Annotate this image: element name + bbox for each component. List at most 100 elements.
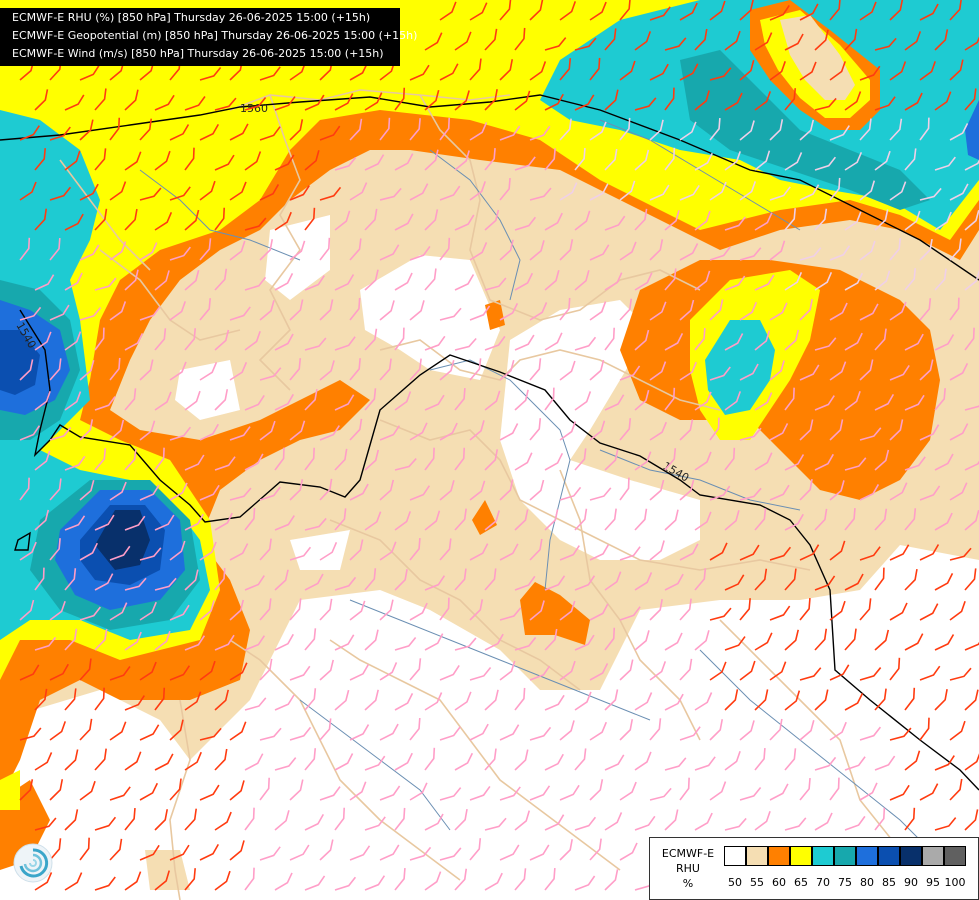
wind-barb	[799, 184, 820, 201]
wind-barb	[379, 244, 400, 261]
wind-barb	[829, 540, 846, 561]
wind-barb	[919, 117, 930, 141]
wind-barb	[154, 391, 172, 411]
wind-barb	[694, 692, 713, 711]
legend-ticks: 50 55 60 65 70 75 80 85 90 95 100	[724, 876, 979, 890]
wind-barb	[649, 540, 665, 561]
wind-barb	[859, 598, 872, 621]
wind-barb	[184, 808, 198, 831]
wind-barb	[124, 151, 142, 171]
wind-barb	[919, 3, 939, 21]
wind-barb	[124, 695, 145, 711]
wind-barb	[244, 395, 265, 411]
wind-barb	[679, 658, 693, 681]
wind-barb	[664, 809, 679, 831]
wind-barb	[709, 542, 728, 561]
wind-barb	[124, 577, 147, 591]
wind-barb	[754, 91, 772, 111]
wind-barb	[514, 810, 531, 831]
wind-barb	[244, 96, 267, 111]
wind-barb	[64, 688, 77, 711]
wind-barb	[634, 208, 648, 231]
wind-barb	[724, 750, 741, 771]
wind-barb	[274, 757, 297, 771]
wind-barb	[34, 148, 47, 171]
wind-barb	[754, 392, 773, 411]
wind-barb	[874, 807, 886, 831]
wind-barb	[934, 211, 952, 231]
wind-barb	[649, 361, 667, 381]
wind-barb	[34, 509, 50, 531]
wind-barb	[859, 484, 880, 501]
wind-barb	[904, 148, 917, 171]
wind-barb	[709, 719, 724, 741]
wind-barb	[34, 636, 57, 651]
legend-swatch	[944, 846, 966, 866]
wind-barb	[904, 31, 922, 51]
wind-barb	[274, 211, 292, 231]
wind-barb	[409, 422, 428, 441]
wind-barb	[229, 362, 248, 381]
wind-barb	[844, 332, 863, 351]
wind-barb	[724, 391, 742, 411]
wind-barb	[859, 303, 879, 321]
wind-barb	[679, 777, 690, 801]
wind-barb	[484, 89, 498, 111]
wind-barb	[634, 815, 656, 831]
wind-barb	[154, 447, 165, 471]
wind-barb	[919, 717, 930, 741]
wind-barb	[529, 358, 542, 381]
wind-barb	[634, 630, 650, 651]
wind-barb	[349, 724, 370, 741]
wind-barb	[214, 634, 235, 651]
wind-barb	[19, 237, 31, 261]
wind-barb	[619, 60, 636, 81]
wind-barb	[544, 575, 566, 591]
wind-barb	[244, 867, 255, 891]
wind-barb	[814, 156, 837, 171]
wind-barb	[874, 755, 896, 771]
wind-barb	[724, 574, 745, 591]
wind-barb	[964, 210, 979, 231]
wind-barb	[169, 778, 182, 801]
wind-barb	[109, 181, 127, 201]
wind-barb	[34, 274, 55, 291]
rhu-70-area-east	[705, 320, 775, 415]
wind-barb	[574, 94, 595, 111]
wind-barb	[664, 210, 680, 231]
wind-barb	[529, 726, 552, 741]
wind-barb	[949, 600, 966, 621]
wind-barb	[814, 337, 837, 351]
wind-barb	[604, 449, 619, 471]
wind-barb	[784, 690, 801, 711]
wind-barb	[484, 335, 506, 351]
wind-barb	[34, 390, 51, 411]
wind-barb	[124, 333, 144, 351]
wind-barb	[484, 510, 500, 531]
wind-barb	[304, 447, 315, 471]
wind-barb	[589, 838, 602, 861]
wind-barb	[214, 567, 226, 591]
wind-barb	[934, 634, 955, 651]
wind-barb	[409, 358, 422, 381]
wind-barb	[949, 720, 966, 741]
wind-barb	[619, 719, 634, 741]
wind-barb	[394, 458, 417, 471]
wind-barb	[64, 872, 83, 891]
wind-barb	[469, 543, 489, 561]
wind-barb	[559, 600, 576, 621]
wind-barb	[439, 63, 459, 81]
wind-barb	[514, 687, 526, 711]
wind-barb	[439, 847, 462, 861]
wind-barb	[94, 816, 117, 831]
wind-barb	[109, 666, 131, 681]
wind-barb	[394, 637, 417, 651]
wind-barb	[64, 455, 86, 471]
wind-barb	[499, 543, 519, 561]
wind-barb	[754, 330, 771, 351]
wind-barb	[34, 752, 53, 771]
wind-barb	[904, 210, 921, 231]
wind-barb	[409, 300, 425, 321]
wind-barb	[499, 786, 521, 801]
